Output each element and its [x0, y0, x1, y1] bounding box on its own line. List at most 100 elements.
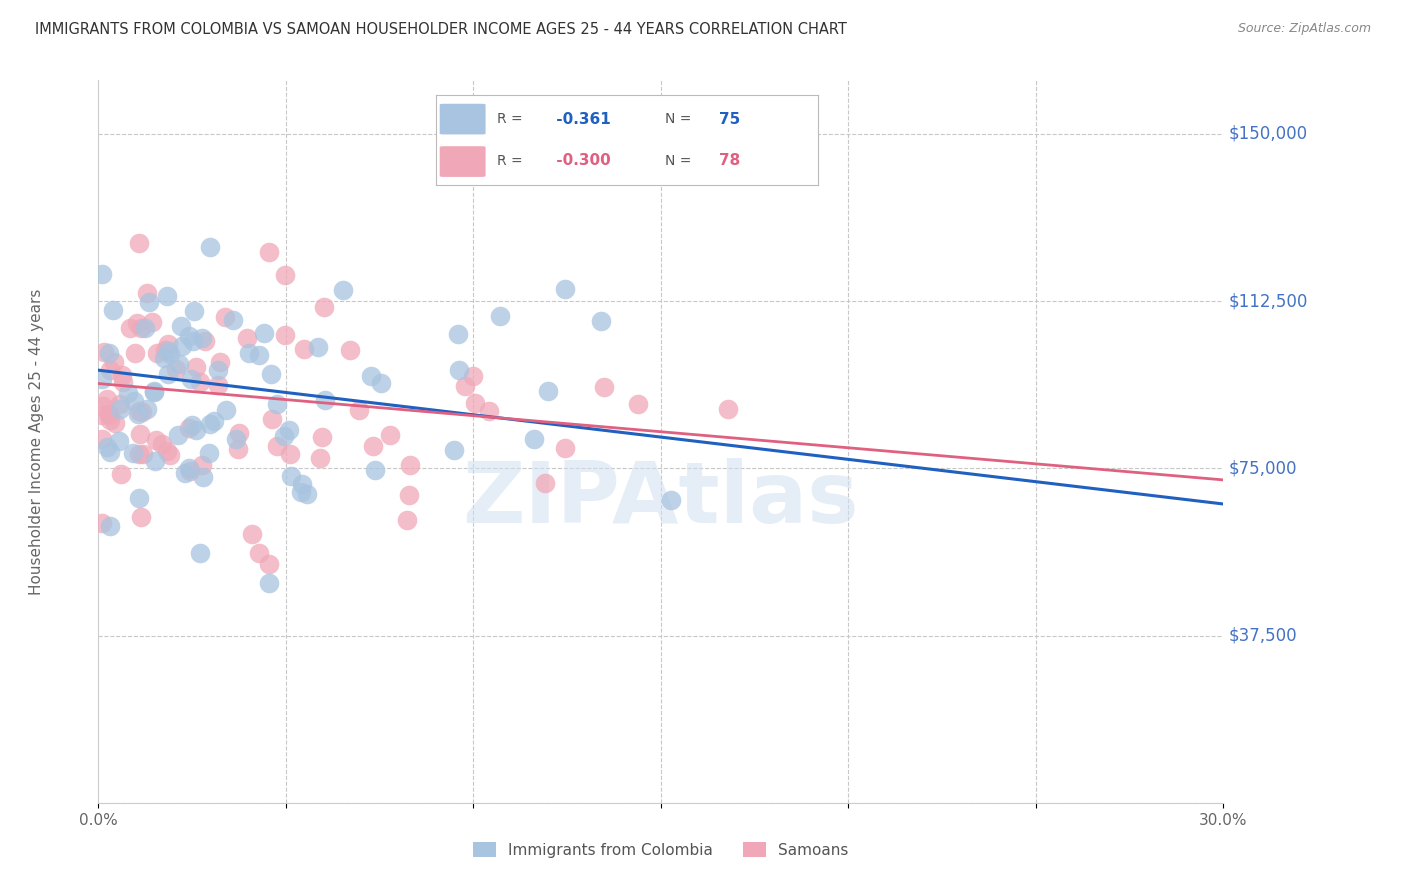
- Point: [461, 368, 484, 383]
- Point: [129, 510, 152, 524]
- Point: [207, 377, 229, 392]
- Point: [91, 372, 114, 386]
- Point: [339, 343, 361, 358]
- Point: [98, 413, 121, 427]
- Point: [534, 475, 557, 490]
- Point: [167, 357, 190, 371]
- Point: [142, 384, 165, 398]
- Point: [156, 344, 179, 359]
- Point: [537, 384, 560, 399]
- Point: [191, 458, 214, 472]
- Point: [214, 310, 236, 324]
- Point: [104, 416, 127, 430]
- Point: [96, 392, 118, 406]
- Point: [463, 395, 485, 409]
- Text: ZIPAtlas: ZIPAtlas: [463, 458, 859, 541]
- Point: [280, 468, 302, 483]
- Point: [159, 346, 181, 360]
- Point: [179, 464, 201, 478]
- Point: [177, 460, 200, 475]
- Point: [91, 408, 114, 422]
- Point: [226, 442, 249, 456]
- Point: [177, 329, 200, 343]
- Legend: Immigrants from Colombia, Samoans: Immigrants from Colombia, Samoans: [467, 836, 855, 863]
- Point: [207, 363, 229, 377]
- Point: [174, 466, 197, 480]
- Point: [93, 344, 115, 359]
- Point: [290, 484, 312, 499]
- Point: [363, 463, 385, 477]
- Point: [398, 488, 420, 502]
- Point: [274, 268, 297, 282]
- Point: [454, 379, 477, 393]
- Point: [260, 367, 283, 381]
- Point: [273, 429, 295, 443]
- Point: [91, 432, 114, 446]
- Point: [627, 397, 650, 411]
- Point: [155, 444, 177, 458]
- Point: [98, 363, 121, 377]
- Point: [120, 321, 142, 335]
- Point: [181, 334, 204, 348]
- Point: [129, 321, 152, 335]
- Point: [247, 546, 270, 560]
- Point: [136, 285, 159, 300]
- Text: $112,500: $112,500: [1229, 292, 1308, 310]
- Point: [222, 313, 245, 327]
- Point: [194, 334, 217, 348]
- Point: [489, 309, 512, 323]
- Point: [238, 346, 260, 360]
- Point: [128, 236, 150, 251]
- Point: [522, 432, 544, 446]
- Point: [131, 405, 153, 419]
- Text: Householder Income Ages 25 - 44 years: Householder Income Ages 25 - 44 years: [30, 288, 44, 595]
- Point: [97, 408, 120, 422]
- Point: [91, 267, 114, 281]
- Point: [347, 403, 370, 417]
- Point: [138, 294, 160, 309]
- Point: [128, 491, 150, 506]
- Point: [443, 443, 465, 458]
- Point: [591, 314, 613, 328]
- Point: [157, 367, 180, 381]
- Text: Source: ZipAtlas.com: Source: ZipAtlas.com: [1237, 22, 1371, 36]
- Point: [98, 519, 121, 533]
- Point: [209, 355, 232, 369]
- Point: [247, 348, 270, 362]
- Point: [98, 407, 121, 421]
- Point: [96, 440, 118, 454]
- Point: [274, 328, 297, 343]
- Text: $37,500: $37,500: [1229, 626, 1298, 645]
- Point: [478, 404, 501, 418]
- Point: [191, 331, 214, 345]
- Text: $150,000: $150,000: [1229, 125, 1308, 143]
- Point: [593, 379, 616, 393]
- Point: [170, 339, 193, 353]
- Point: [262, 412, 284, 426]
- Point: [447, 326, 470, 341]
- Point: [129, 426, 152, 441]
- Point: [311, 430, 333, 444]
- Point: [108, 402, 131, 417]
- Point: [659, 492, 682, 507]
- Point: [332, 283, 354, 297]
- Point: [128, 404, 150, 418]
- Point: [110, 467, 132, 482]
- Point: [188, 375, 211, 389]
- Point: [717, 401, 740, 416]
- Point: [228, 425, 250, 440]
- Point: [361, 439, 384, 453]
- Point: [97, 346, 120, 360]
- Point: [125, 316, 148, 330]
- Point: [145, 433, 167, 447]
- Point: [280, 447, 302, 461]
- Point: [152, 351, 174, 366]
- Point: [121, 446, 143, 460]
- Point: [132, 447, 155, 461]
- Text: IMMIGRANTS FROM COLOMBIA VS SAMOAN HOUSEHOLDER INCOME AGES 25 - 44 YEARS CORRELA: IMMIGRANTS FROM COLOMBIA VS SAMOAN HOUSE…: [35, 22, 846, 37]
- Point: [124, 394, 146, 409]
- Point: [236, 331, 259, 345]
- Point: [370, 376, 392, 390]
- Point: [170, 318, 193, 333]
- Point: [253, 326, 276, 340]
